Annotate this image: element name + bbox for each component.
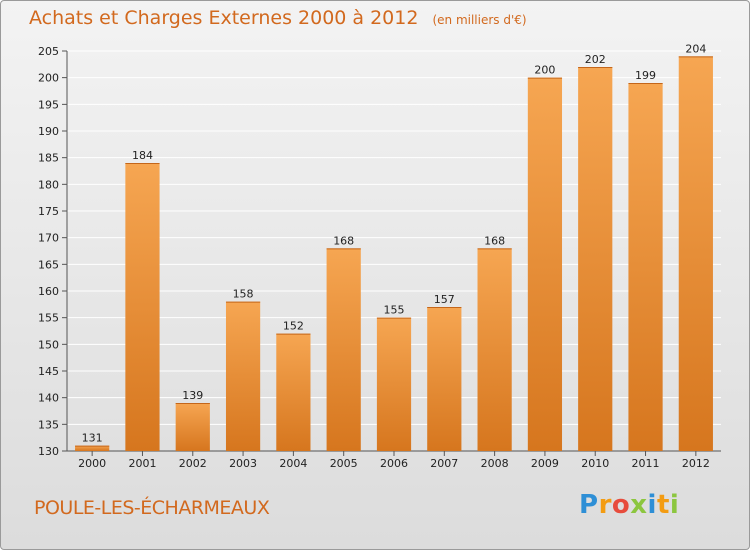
value-labels: 131 184 139 158 152 168 155 157 168 200 202 199 204 <box>82 42 707 444</box>
bars <box>75 56 713 452</box>
proxiti-logo: Proxiti <box>579 490 679 520</box>
y-tick-label: 175 <box>38 205 59 218</box>
y-tick-label: 195 <box>38 98 59 111</box>
x-tick-label-2004: 2004 <box>279 457 307 470</box>
logo-letter: i <box>647 490 657 520</box>
value-label-2009: 200 <box>534 64 555 77</box>
logo-letter: i <box>669 490 680 520</box>
x-tick-label-2009: 2009 <box>531 457 559 470</box>
value-label-2005: 168 <box>333 234 354 247</box>
x-tick-label-2008: 2008 <box>481 457 509 470</box>
bar-2006 <box>376 317 412 451</box>
y-tick-label: 180 <box>38 178 59 191</box>
y-tick-label: 145 <box>38 365 59 378</box>
bar-2005 <box>326 248 361 451</box>
y-tick-label: 205 <box>38 45 59 58</box>
x-tick-label-2003: 2003 <box>229 457 257 470</box>
chart-title-text: Achats et Charges Externes 2000 à 2012 <box>29 7 419 29</box>
commune-name: POULE-LES-ÉCHARMEAUX <box>34 497 270 519</box>
y-tick-label: 200 <box>38 72 59 85</box>
bar-2000 <box>75 445 110 451</box>
value-label-2004: 152 <box>283 320 304 333</box>
bar-2011 <box>628 83 663 451</box>
bar-2010 <box>578 67 613 451</box>
chart-title: Achats et Charges Externes 2000 à 2012 (e… <box>29 7 527 29</box>
value-label-2010: 202 <box>585 53 606 66</box>
y-tick-label: 155 <box>38 312 59 325</box>
x-tick-label-2000: 2000 <box>78 457 106 470</box>
bar-2002 <box>175 403 210 451</box>
bar-2004 <box>276 333 311 451</box>
y-tick-label: 185 <box>38 152 59 165</box>
value-label-2001: 184 <box>132 149 153 162</box>
y-tick-label: 160 <box>38 285 59 298</box>
value-label-2008: 168 <box>484 234 505 247</box>
y-tick-label: 140 <box>38 392 59 405</box>
x-tick-label-2002: 2002 <box>179 457 207 470</box>
x-tick-label-2012: 2012 <box>682 457 710 470</box>
value-label-2006: 155 <box>384 304 405 317</box>
x-tick-label-2011: 2011 <box>632 457 660 470</box>
value-label-2000: 131 <box>82 432 103 445</box>
y-tick-label: 165 <box>38 258 59 271</box>
bar-2012 <box>678 56 713 451</box>
bar-2001 <box>125 163 160 451</box>
y-tick-label: 150 <box>38 338 59 351</box>
x-tick-label-2007: 2007 <box>430 457 458 470</box>
chart-unit-text: (en milliers d'€) <box>432 13 527 27</box>
value-label-2012: 204 <box>685 42 706 55</box>
x-tick-label-2006: 2006 <box>380 457 408 470</box>
logo-letter: t <box>656 490 670 520</box>
bar-2009 <box>527 77 563 452</box>
bar-2007 <box>427 307 462 451</box>
y-tick-label: 135 <box>38 418 59 431</box>
logo-letter: o <box>611 490 631 520</box>
axes: 130 135 140 145 150 155 160 165 170 175 180 185 190 1… <box>38 45 721 470</box>
value-label-2011: 199 <box>635 69 656 82</box>
value-label-2002: 139 <box>182 389 203 402</box>
logo-letter: r <box>598 490 612 520</box>
logo-letter: P <box>579 490 599 520</box>
logo-letter: x <box>630 490 648 520</box>
y-tick-label: 130 <box>38 445 59 458</box>
value-label-2003: 158 <box>233 288 254 301</box>
x-tick-label-2010: 2010 <box>581 457 609 470</box>
x-tick-label-2005: 2005 <box>330 457 358 470</box>
bar-2003 <box>225 301 261 451</box>
bar-2008 <box>477 248 512 451</box>
y-tick-label: 170 <box>38 232 59 245</box>
value-label-2007: 157 <box>434 293 455 306</box>
x-tick-label-2001: 2001 <box>128 457 156 470</box>
y-tick-label: 190 <box>38 125 59 138</box>
